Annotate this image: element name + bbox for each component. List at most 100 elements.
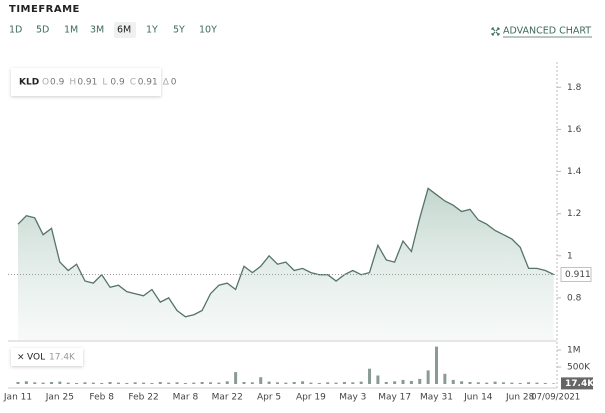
- volume-bar: [317, 382, 321, 384]
- legend-value: 0.91: [77, 78, 97, 88]
- volume-bar: [468, 381, 472, 384]
- x-tick-label: 07/09/2021: [531, 393, 580, 403]
- volume-bar: [250, 382, 254, 384]
- advanced-chart-link[interactable]: ADVANCED CHART: [503, 26, 591, 37]
- volume-bar: [510, 382, 514, 384]
- volume-bar: [16, 381, 20, 384]
- volume-bar: [552, 383, 556, 384]
- volume-bar: [142, 382, 146, 384]
- volume-bar: [451, 379, 455, 384]
- y-tick-label: 1.2: [567, 209, 581, 219]
- range-button[interactable]: 5Y: [173, 25, 185, 36]
- y-tick-label: 0.8: [567, 293, 582, 303]
- advanced-icon: [491, 27, 500, 36]
- volume-bar: [183, 382, 187, 384]
- x-tick-label: Mar 8: [173, 393, 199, 403]
- vol-close-icon[interactable]: ×: [17, 353, 25, 363]
- x-tick-label: Feb 22: [128, 393, 158, 403]
- volume-bar: [192, 382, 196, 384]
- price-line: [17, 187, 554, 318]
- volume-bar: [443, 373, 447, 384]
- range-button[interactable]: 5D: [36, 25, 49, 36]
- x-tick-label: Jun 28: [505, 393, 535, 403]
- y-tick-label: 1: [567, 251, 573, 261]
- legend-key: O: [42, 78, 49, 88]
- volume-bar: [309, 382, 313, 384]
- volume-bar: [351, 382, 355, 384]
- volume-bar: [125, 382, 129, 384]
- legend-value: 0.9: [50, 78, 65, 88]
- x-tick-label: Jan 25: [45, 393, 74, 403]
- legend-box: KLD O 0.9 H 0.91 L 0.9 C 0.91 Δ 0: [11, 68, 177, 96]
- legend-key: L: [102, 78, 107, 88]
- legend-key: H: [69, 78, 76, 88]
- volume-bar: [116, 382, 120, 384]
- volume-bar: [275, 382, 279, 384]
- volume-bar: [49, 381, 53, 384]
- volume-bar: [460, 381, 464, 384]
- legend-symbol: KLD: [19, 78, 39, 88]
- range-button[interactable]: 10Y: [199, 25, 217, 36]
- vol-legend-value: 17.4K: [49, 353, 76, 363]
- volume-bar: [259, 377, 263, 384]
- volume-bar: [485, 382, 489, 384]
- x-tick-label: Apr 5: [257, 393, 281, 403]
- volume-bar: [234, 372, 238, 384]
- volume-bar: [384, 381, 388, 384]
- legend-value: 0.91: [138, 78, 158, 88]
- range-button[interactable]: 1M: [64, 25, 78, 36]
- volume-bar: [267, 381, 271, 384]
- volume-bar: [225, 381, 229, 384]
- volume-bar: [108, 381, 112, 384]
- range-selected-bg: [114, 22, 136, 38]
- x-tick-label: Jun 14: [463, 393, 493, 403]
- volume-bar: [33, 382, 37, 384]
- volume-bar: [342, 381, 346, 384]
- volume-legend: × VOL 17.4K: [11, 348, 83, 366]
- volume-bar: [75, 382, 79, 384]
- volume-bar: [543, 382, 547, 384]
- volume-bar: [24, 381, 28, 384]
- y2-tick-label: 500K: [567, 362, 591, 372]
- volume-bar: [41, 382, 45, 384]
- volume-bar: [150, 382, 154, 384]
- x-tick-label: Jan 11: [3, 393, 32, 403]
- legend-key: C: [130, 78, 136, 88]
- volume-bar: [535, 382, 539, 384]
- volume-bar: [242, 381, 246, 384]
- volume-bar: [393, 381, 397, 384]
- volume-bar: [66, 382, 70, 384]
- volume-bar: [426, 370, 430, 384]
- range-button[interactable]: 6M: [117, 25, 131, 36]
- y-tick-label: 1.4: [567, 167, 582, 177]
- volume-bar: [334, 382, 338, 384]
- legend-bg: [11, 68, 161, 96]
- volume-bar: [58, 381, 62, 384]
- legend-key: Δ: [163, 78, 170, 88]
- volume-bar: [493, 381, 497, 384]
- volume-bar: [401, 379, 405, 384]
- range-button[interactable]: 3M: [90, 25, 104, 36]
- volume-bar: [435, 346, 438, 384]
- x-tick-label: Feb 8: [89, 393, 114, 403]
- volume-bar: [91, 382, 95, 384]
- range-button[interactable]: 1D: [9, 25, 22, 36]
- y-tick-label: 1.6: [567, 125, 582, 135]
- last-vol-label: 17.4K: [565, 379, 595, 389]
- volume-bar: [368, 368, 372, 384]
- volume-bar: [292, 381, 296, 384]
- volume-bar: [167, 382, 171, 384]
- volume-bar: [418, 378, 422, 384]
- volume-bar: [376, 375, 380, 384]
- range-button[interactable]: 1Y: [146, 25, 158, 36]
- toolbar-title: TIMEFRAME: [9, 4, 80, 15]
- x-tick-label: Apr 19: [296, 393, 326, 403]
- last-price-label: 0.911: [565, 270, 591, 280]
- volume-bar: [476, 382, 480, 384]
- vol-legend-name: VOL: [27, 353, 45, 363]
- volume-bar: [133, 382, 137, 384]
- y-tick-label: 1.8: [567, 83, 582, 93]
- vol-legend-bg: [11, 348, 83, 366]
- legend-value: 0: [171, 78, 177, 88]
